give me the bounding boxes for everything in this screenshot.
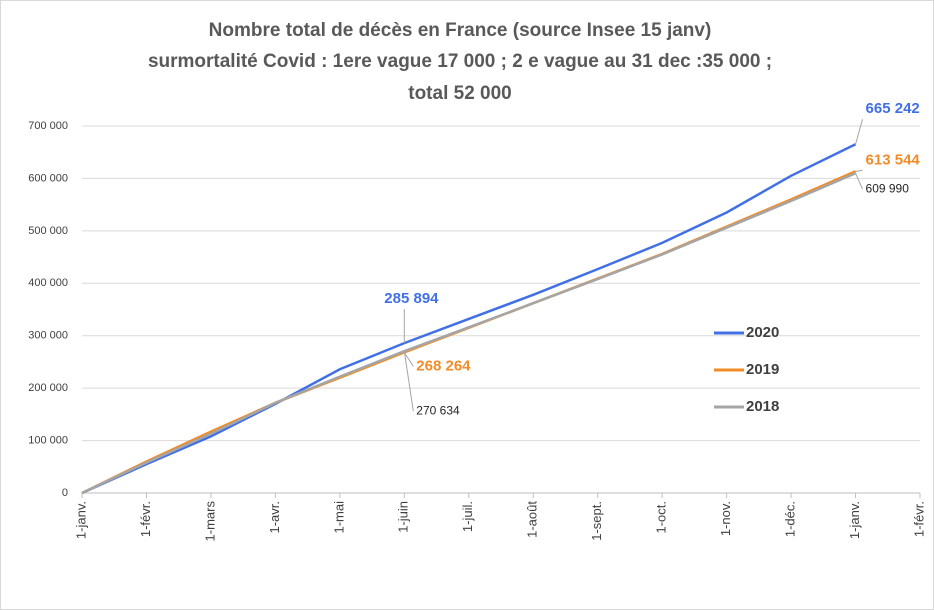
x-tick-label: 1-janv.	[73, 501, 88, 539]
x-tick-label: 1-mai	[331, 501, 346, 534]
x-tick-label: 1-déc.	[783, 501, 798, 537]
y-tick-label: 100 000	[28, 434, 68, 446]
data-label: 665 242	[866, 100, 920, 117]
y-tick-label: 200 000	[28, 382, 68, 394]
x-tick-label: 1-sept.	[589, 501, 604, 541]
title-line: surmortalité Covid : 1ere vague 17 000 ;…	[148, 51, 772, 72]
title-line: Nombre total de décès en France (source …	[209, 20, 712, 41]
data-label: 285 894	[384, 290, 439, 307]
leader-line	[855, 172, 863, 190]
x-tick-label: 1-août	[525, 501, 540, 538]
leader-line	[403, 351, 414, 412]
x-tick-label: 1-oct.	[654, 501, 669, 534]
data-label: 613 544	[866, 151, 921, 168]
y-tick-label: 600 000	[28, 172, 68, 184]
title-line: total 52 000	[408, 83, 512, 104]
x-tick-label: 1-mars	[202, 501, 217, 542]
data-label: 609 990	[866, 181, 910, 195]
legend-label: 2018	[746, 398, 779, 415]
data-label: 268 264	[416, 357, 471, 374]
leader-line	[855, 119, 864, 145]
data-label: 270 634	[416, 403, 460, 417]
x-tick-label: 1-juin	[396, 501, 411, 533]
x-tick-label: 1-janv.	[847, 501, 862, 539]
series-line	[81, 172, 857, 495]
leader-line	[855, 169, 863, 172]
y-tick-label: 400 000	[28, 277, 68, 289]
y-tick-label: 300 000	[28, 330, 68, 342]
x-tick-label: 1-avr.	[267, 501, 282, 534]
x-tick-label: 1-févr.	[138, 501, 153, 537]
x-tick-label: 1-févr.	[911, 501, 926, 537]
x-tick-label: 1-juil.	[460, 501, 475, 532]
x-tick-label: 1-nov.	[718, 501, 733, 536]
y-tick-label: 0	[62, 487, 68, 499]
y-tick-label: 700 000	[28, 120, 68, 132]
y-tick-label: 500 000	[28, 225, 68, 237]
legend-label: 2020	[746, 324, 779, 341]
series-line	[81, 143, 857, 495]
legend-label: 2019	[746, 361, 779, 378]
leader-line	[403, 352, 414, 367]
